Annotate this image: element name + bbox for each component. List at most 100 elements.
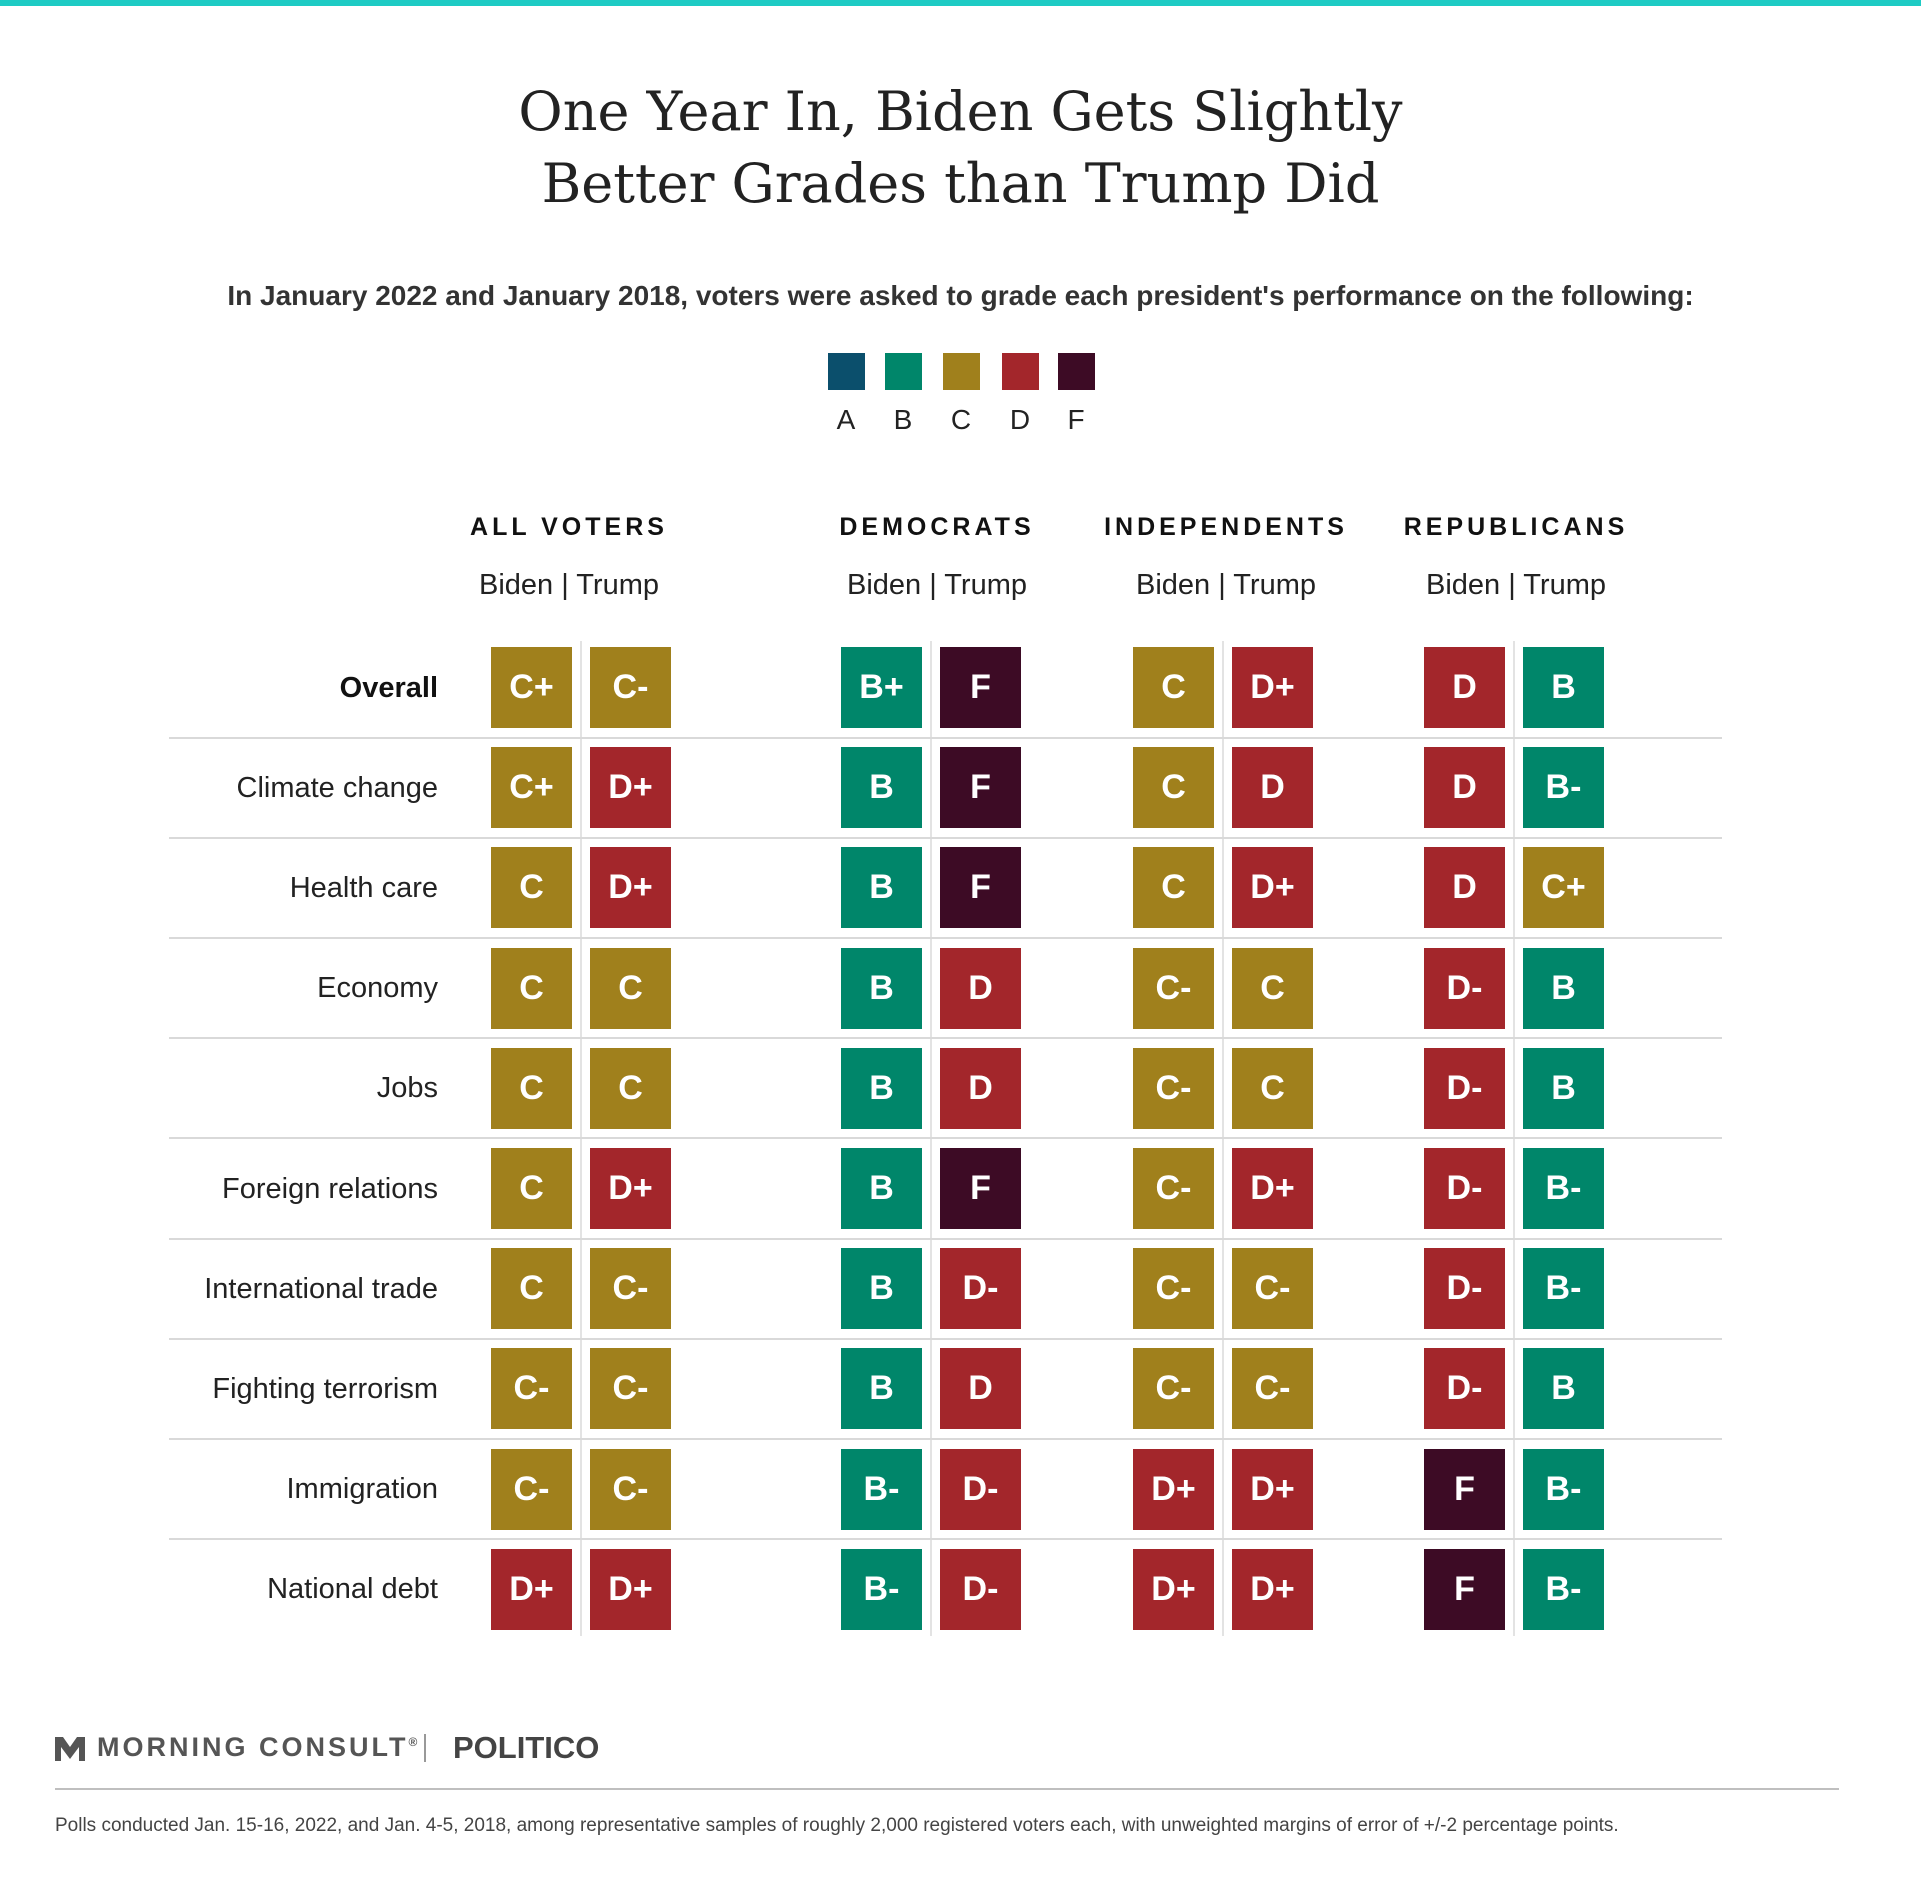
grade-cell-trump: D: [1232, 747, 1313, 829]
legend-swatch-a: [827, 353, 865, 390]
grade-cell-trump: B: [1523, 1348, 1604, 1430]
grade-cell-biden: C: [1133, 847, 1214, 929]
grade-cell-biden: D+: [1133, 1448, 1214, 1530]
brand-separator: [424, 1734, 426, 1762]
politico-wordmark: POLITICO: [453, 1730, 600, 1765]
grade-cell-trump: C-: [590, 1448, 671, 1530]
grade-cell-biden: B: [841, 1148, 922, 1229]
row-label-climate-change: Climate change: [236, 771, 439, 804]
grade-cell-trump: C-: [1232, 1348, 1313, 1430]
grade-cell-biden: C-: [1133, 947, 1214, 1029]
chart-title-line-2: Better Grades than Trump Did: [541, 152, 1380, 215]
grade-cell-biden: D-: [1424, 1148, 1505, 1229]
row-label-jobs: Jobs: [376, 1072, 438, 1105]
chart-subtitle: In January 2022 and January 2018, voters…: [227, 280, 1694, 311]
grade-cell-biden: C: [491, 1047, 572, 1129]
grade-cell-biden: C+: [491, 647, 572, 728]
grade-cell-biden: C: [491, 1148, 572, 1229]
row-divider: [169, 937, 1722, 939]
grade-cell-trump: C-: [590, 1248, 671, 1330]
grade-cell-trump: D: [940, 1047, 1021, 1129]
legend-label-b: B: [893, 404, 913, 435]
legend-label-d: D: [1009, 404, 1031, 435]
footnote: Polls conducted Jan. 15-16, 2022, and Ja…: [55, 1815, 1619, 1836]
row-divider: [169, 1337, 1722, 1340]
grade-cell-trump: B-: [1523, 747, 1604, 829]
grade-cell-biden: B: [841, 747, 922, 829]
legend-item-c: C: [941, 353, 981, 436]
grade-cell-biden: D-: [1424, 1248, 1505, 1330]
row-label-international-trade: International trade: [204, 1272, 438, 1305]
morning-consult-logo-icon: [55, 1737, 85, 1761]
grade-cell-biden: B: [841, 947, 922, 1029]
grade-cell-trump: C-: [590, 647, 671, 728]
grade-cell-trump: F: [940, 747, 1021, 829]
grade-cell-trump: D+: [1232, 1448, 1313, 1530]
top-accent-bar: [0, 0, 1921, 6]
grade-cell-trump: C-: [1232, 1248, 1313, 1330]
grade-cell-biden: C: [1133, 747, 1214, 829]
grade-cell-trump: D-: [940, 1248, 1021, 1330]
grade-cell-trump: B: [1523, 947, 1604, 1029]
grade-cell-biden: D: [1424, 747, 1505, 829]
legend-swatch-b: [884, 353, 922, 390]
grade-cell-trump: C: [1232, 947, 1313, 1029]
column-subheader-biden-trump: Biden | Trump: [1425, 569, 1606, 601]
row-divider: [169, 736, 1722, 739]
grade-cell-biden: D: [1424, 847, 1505, 929]
grade-cell-trump: D+: [590, 747, 671, 829]
row-label-national-debt: National debt: [267, 1573, 438, 1606]
chart-title-line-1: One Year In, Biden Gets Slightly: [518, 80, 1403, 143]
legend-swatch-d: [1001, 353, 1039, 390]
grade-cell-trump: B-: [1523, 1248, 1604, 1330]
column-header-democrats: DEMOCRATS: [839, 513, 1035, 541]
grade-cell-biden: C-: [1133, 1348, 1214, 1430]
grade-cell-biden: C-: [491, 1448, 572, 1530]
legend-label-c: C: [950, 404, 972, 435]
row-divider: [169, 1237, 1722, 1240]
grade-cell-trump: F: [940, 1148, 1021, 1229]
grade-cell-trump: D+: [590, 1148, 671, 1229]
column-subheader-biden-trump: Biden | Trump: [1135, 569, 1316, 601]
grade-cell-trump: F: [940, 647, 1021, 728]
grade-cell-trump: B-: [1523, 1548, 1604, 1630]
grade-cell-trump: B: [1523, 1047, 1604, 1129]
grade-cell-trump: C: [590, 947, 671, 1029]
row-divider: [169, 836, 1722, 839]
footer-rule: [55, 1788, 1839, 1790]
grade-cell-trump: B: [1523, 647, 1604, 728]
grade-cell-biden: B-: [841, 1448, 922, 1530]
row-divider: [169, 1137, 1722, 1140]
grade-cell-trump: D: [940, 1348, 1021, 1430]
row-divider: [169, 1438, 1722, 1440]
grade-cell-trump: D+: [1232, 1148, 1313, 1229]
column-header-all-voters: ALL VOTERS: [470, 513, 668, 541]
grade-cell-trump: D-: [940, 1448, 1021, 1530]
morning-consult-wordmark: MORNING CONSULT®: [97, 1732, 418, 1762]
legend-swatch-f: [1057, 353, 1095, 390]
grade-cell-biden: D: [1424, 647, 1505, 728]
grade-cell-biden: F: [1424, 1548, 1505, 1630]
grade-cell-trump: D+: [590, 1548, 671, 1630]
legend-item-b: B: [883, 353, 923, 436]
grade-cell-biden: C-: [1133, 1148, 1214, 1229]
grade-cell-trump: C+: [1523, 847, 1604, 929]
grade-cell-trump: C: [1232, 1047, 1313, 1129]
grade-cell-trump: D+: [1232, 647, 1313, 728]
legend-item-f: F: [1056, 353, 1096, 436]
grade-cell-biden: C-: [1133, 1248, 1214, 1330]
grade-cell-biden: B+: [841, 647, 922, 728]
grade-cell-biden: D-: [1424, 1047, 1505, 1129]
legend-swatch-c: [942, 353, 980, 390]
grade-cell-trump: C-: [590, 1348, 671, 1430]
grade-cell-trump: D+: [1232, 847, 1313, 929]
legend-item-d: D: [1000, 353, 1040, 436]
row-divider: [169, 1538, 1722, 1541]
grade-cell-biden: B: [841, 1047, 922, 1129]
chart-title: One Year In, Biden Gets Slightly Better …: [0, 76, 1921, 220]
column-subheader-biden-trump: Biden | Trump: [478, 569, 659, 601]
legend-item-a: A: [826, 353, 866, 436]
grade-cell-biden: C: [491, 947, 572, 1029]
legend-label-a: A: [836, 404, 856, 435]
grade-cell-biden: B: [841, 1348, 922, 1430]
